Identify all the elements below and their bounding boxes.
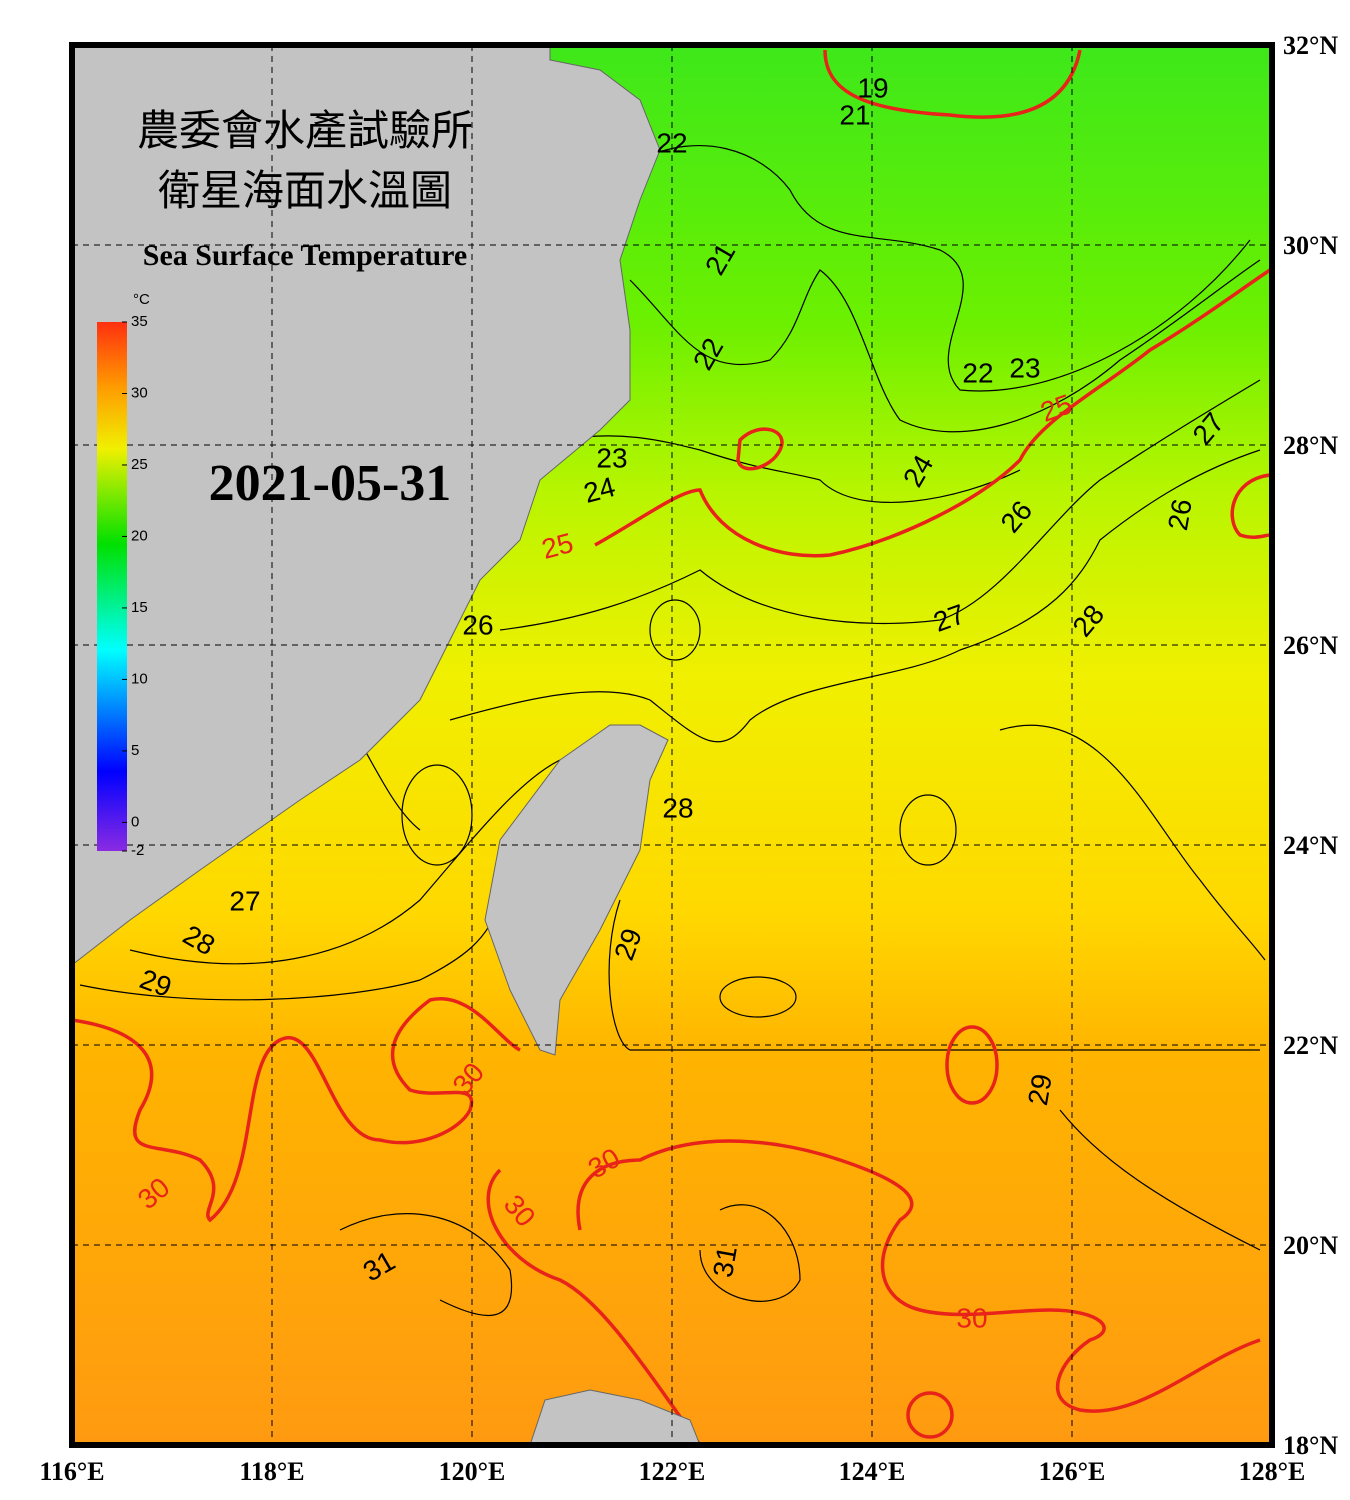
contour-label: 19 <box>857 72 888 103</box>
contour-label: 21 <box>839 99 870 130</box>
lat-label: 20°N <box>1283 1231 1338 1260</box>
lon-label: 122°E <box>639 1457 706 1486</box>
graticule <box>72 45 1272 1445</box>
lat-label: 28°N <box>1283 431 1338 460</box>
colorbar-unit: °C <box>133 291 150 308</box>
contour-label: 23 <box>1009 352 1040 383</box>
lat-label: 30°N <box>1283 231 1338 260</box>
lon-label: 124°E <box>839 1457 906 1486</box>
lat-label: 32°N <box>1283 31 1338 60</box>
colorbar-tick-label: 0 <box>131 813 139 830</box>
lon-label: 126°E <box>1039 1457 1106 1486</box>
colorbar-tick-label: 35 <box>131 313 148 330</box>
contour-label: 28 <box>662 792 693 823</box>
colorbar-tick-label: 5 <box>131 742 139 759</box>
lat-label: 26°N <box>1283 631 1338 660</box>
colorbar <box>97 322 127 851</box>
colorbar-tick-label: 10 <box>131 670 148 687</box>
contour-label: 23 <box>596 442 627 473</box>
map-frame <box>69 42 1275 1448</box>
colorbar-tick-label: 15 <box>131 599 148 616</box>
contour-label: 31 <box>707 1244 743 1280</box>
colorbar-tick-label: -2 <box>131 842 144 859</box>
colorbar-tick-label: 20 <box>131 527 148 544</box>
contour-label: 30 <box>956 1302 987 1333</box>
title-zh: 衛星海面水溫圖 <box>158 169 452 215</box>
lon-label: 128°E <box>1239 1457 1306 1486</box>
luzon <box>529 1389 701 1445</box>
colorbar-tick-label: 30 <box>131 384 148 401</box>
lon-label: 116°E <box>39 1457 104 1486</box>
contour-label: 26 <box>462 609 493 640</box>
date: 2021-05-31 <box>209 455 452 512</box>
major-contours <box>72 49 1271 1445</box>
contour-label: 22 <box>656 127 687 158</box>
title-zh: 農委會水產試驗所 <box>137 108 473 155</box>
contour-label: 26 <box>1162 497 1198 533</box>
subtitle: Sea Surface Temperature <box>143 239 467 272</box>
contour-label: 27 <box>229 885 260 916</box>
lat-label: 22°N <box>1283 1031 1338 1060</box>
contour-label: 22 <box>962 357 993 388</box>
lat-label: 18°N <box>1283 1431 1338 1460</box>
contour-label: 29 <box>1022 1072 1058 1108</box>
lon-label: 118°E <box>239 1457 304 1486</box>
lat-label: 24°N <box>1283 831 1338 860</box>
china-coast <box>72 45 661 966</box>
colorbar-tick-label: 25 <box>131 456 148 473</box>
land <box>72 45 701 1445</box>
taiwan <box>484 724 669 1056</box>
lon-label: 120°E <box>439 1457 506 1486</box>
